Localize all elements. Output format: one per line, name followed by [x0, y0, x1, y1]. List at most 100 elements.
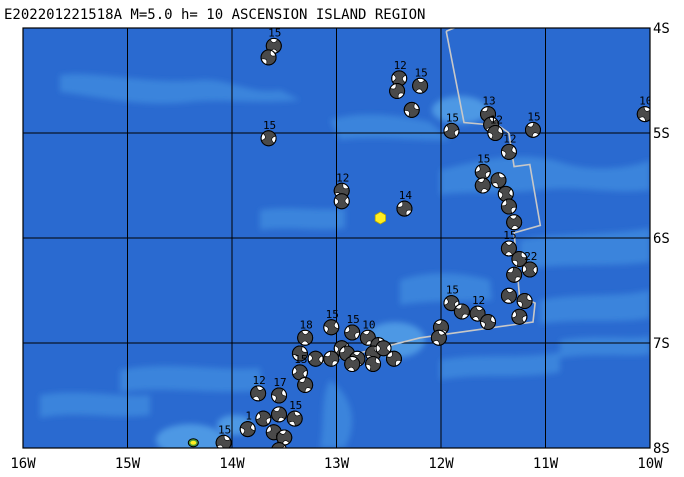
beachball-18[interactable]: [500, 198, 517, 215]
beachball-57[interactable]: [271, 406, 288, 423]
beachball-rim: [286, 410, 303, 427]
latitude-tick-label: 7S: [653, 336, 670, 352]
beachball-66[interactable]: [277, 467, 292, 477]
beachball-rim: [516, 293, 533, 309]
beachball-rim: [396, 200, 413, 217]
beachball-37[interactable]: 15: [344, 313, 361, 341]
beachball-11[interactable]: 15: [524, 110, 541, 138]
beachball-rim: [490, 172, 507, 189]
beachball-61[interactable]: [276, 429, 293, 446]
longitude-tick-label: 13W: [324, 456, 350, 472]
beachball-2[interactable]: 12: [391, 59, 408, 87]
beachball-49[interactable]: [323, 350, 340, 367]
beachball-9[interactable]: 12: [487, 114, 504, 141]
beachball-1[interactable]: [260, 49, 277, 66]
depth-label: 15: [446, 111, 459, 124]
depth-label: 15: [347, 313, 360, 326]
ridge-segment: [120, 365, 262, 392]
beachball-rim: [500, 143, 517, 160]
beachball-rim: [385, 350, 402, 367]
beachball-10[interactable]: 15: [443, 111, 460, 139]
beachball-rim: [344, 356, 361, 372]
map-frame: [22, 27, 651, 449]
longitude-tick-label: 16W: [10, 456, 36, 472]
beachball-15[interactable]: [474, 177, 491, 194]
beachball-52[interactable]: 15: [291, 353, 308, 381]
beachball-45[interactable]: [385, 350, 402, 367]
beachball-rim: [521, 261, 538, 278]
beachball-rim: [430, 329, 447, 346]
beachball-rim: [443, 295, 460, 312]
depth-label: 1: [245, 410, 252, 423]
beachball-35[interactable]: [430, 329, 447, 346]
beachball-62[interactable]: 15: [215, 423, 232, 450]
beachball-30[interactable]: [453, 303, 470, 320]
beachball-rim: [250, 385, 267, 402]
event-epicenter-marker[interactable]: [374, 211, 387, 225]
beachball-36[interactable]: 15: [323, 308, 340, 336]
longitude-tick-label: 11W: [533, 456, 559, 472]
beachball-46[interactable]: 18: [297, 318, 314, 346]
beachball-26[interactable]: [506, 266, 523, 283]
beachball-12[interactable]: 10: [636, 95, 652, 123]
beachball-4[interactable]: 15: [412, 66, 429, 94]
beachball-rim: [453, 303, 470, 320]
beachball-rim: [344, 324, 361, 341]
beachball-rim: [500, 198, 517, 215]
ridge-segment: [40, 392, 150, 418]
beachball-63[interactable]: [271, 442, 287, 458]
beachball-rim: [255, 410, 272, 427]
beachball-22[interactable]: 14: [396, 189, 413, 217]
depth-label: 15: [414, 66, 427, 79]
beachball-14[interactable]: 15: [474, 152, 491, 180]
beachball-48[interactable]: [307, 350, 324, 367]
beachball-58[interactable]: 15: [286, 399, 303, 427]
beachball-21[interactable]: [333, 193, 350, 210]
beachball-47[interactable]: [291, 345, 308, 362]
latitude-tick-label: 4S: [653, 21, 670, 37]
depth-label: 15: [268, 26, 281, 39]
plate-boundary-segment: [445, 31, 510, 134]
beachball-6[interactable]: 15: [260, 119, 277, 147]
beachball-32[interactable]: [480, 314, 497, 330]
beachball-29[interactable]: 15: [443, 284, 460, 312]
beachball-rim: [412, 77, 429, 94]
beachball-19[interactable]: [506, 214, 523, 231]
island-summit: [190, 440, 197, 445]
depth-label: 12: [472, 294, 485, 307]
depth-label: 12: [394, 59, 407, 72]
latitude-axis: 4S 5S 6S 7S 8S: [653, 21, 670, 457]
beachball-28[interactable]: [516, 293, 533, 309]
beachball-13[interactable]: 12: [500, 132, 517, 160]
beachball-55[interactable]: 17: [271, 376, 288, 404]
beachball-50[interactable]: [344, 356, 361, 372]
beachball-3[interactable]: [389, 83, 406, 99]
beachball-65[interactable]: [277, 456, 292, 471]
beachball-rim: [636, 106, 650, 123]
beachball-rim: [271, 442, 287, 448]
beachball-16[interactable]: [490, 172, 507, 189]
beachball-25[interactable]: 22: [521, 250, 538, 278]
bathymetry-shading: [40, 73, 650, 448]
beachball-56[interactable]: [255, 410, 272, 427]
island-layer: [187, 438, 199, 448]
beachball-44[interactable]: [375, 340, 392, 357]
beachball-5[interactable]: [403, 101, 420, 118]
beachball-54[interactable]: 12: [250, 374, 267, 402]
beachball-rim: [480, 314, 497, 330]
beachball-24[interactable]: [511, 251, 528, 267]
depth-label: 15: [326, 308, 339, 321]
beachball-27[interactable]: [500, 287, 517, 304]
beachball-59[interactable]: 1: [239, 410, 256, 438]
beachball-33[interactable]: [511, 308, 528, 325]
map-title: E202201221518A M=5.0 h= 10 ASCENSION ISL…: [4, 7, 425, 23]
beachball-rim: [500, 287, 517, 304]
beachball-rim: [323, 319, 340, 336]
depth-label: 18: [300, 318, 313, 331]
beachball-53[interactable]: [297, 377, 314, 393]
depth-label: 15: [218, 423, 231, 436]
depth-label: 12: [503, 132, 516, 145]
beachball-51[interactable]: [365, 356, 382, 372]
beachball-31[interactable]: 12: [469, 294, 486, 322]
